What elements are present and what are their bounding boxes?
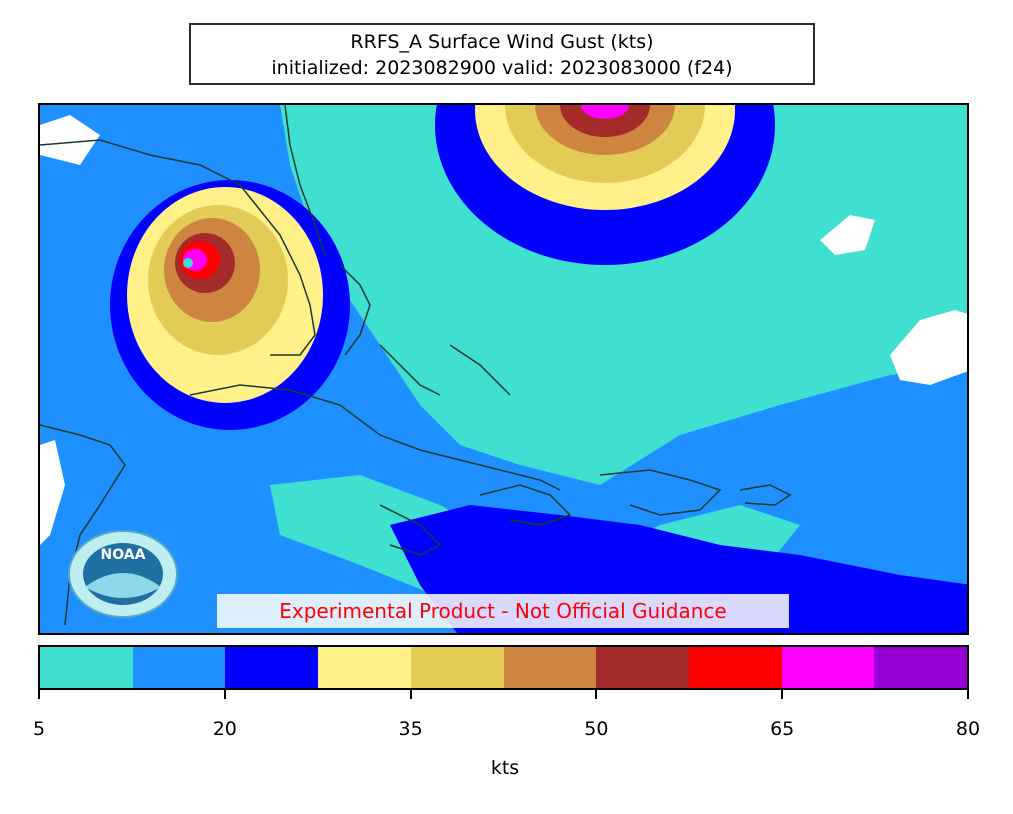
atlantic-storm-band-magenta [581, 105, 629, 119]
noaa-logo: NOAA [67, 529, 179, 623]
calm-patch-florida [40, 115, 100, 165]
colorbar-tick-label: 20 [212, 718, 237, 740]
noaa-logo-text: NOAA [101, 547, 146, 563]
atlantic-storm-band-brown [560, 105, 650, 137]
disclaimer-banner: Experimental Product - Not Official Guid… [217, 594, 789, 628]
colorbar-tick-label: 5 [32, 718, 46, 740]
colorbar-segment-3 [318, 647, 411, 688]
colorbar-tick-label: 65 [770, 718, 795, 740]
colorbar-tick [595, 690, 598, 699]
colorbar-segment-6 [596, 647, 689, 688]
colorbar-segment-4 [410, 647, 504, 688]
colorbar-tick-label: 80 [955, 718, 981, 740]
colorbar-segment-1 [132, 647, 226, 688]
calm-patch-west [40, 440, 65, 545]
map-title: RRFS_A Surface Wind Gust (kts) initializ… [189, 23, 815, 85]
colorbar-tick-label: 35 [398, 718, 423, 740]
atlantic-calm-region [420, 205, 967, 415]
calm-patch-east [890, 310, 967, 385]
calm-patch-northeast [820, 215, 875, 255]
colorbar-segment-8 [781, 647, 875, 688]
colorbar-tick [781, 690, 784, 699]
map-canvas [40, 105, 967, 633]
colorbar-tick-label: 50 [584, 718, 609, 740]
colorbar-unit-label: kts [490, 757, 520, 779]
colorbar-tick [223, 690, 226, 699]
colorbar-segment-9 [874, 647, 968, 688]
colorbar-segment-5 [503, 647, 597, 688]
colorbar [38, 645, 969, 690]
storm-eye [183, 258, 193, 268]
colorbar-segment-2 [225, 647, 319, 688]
title-line-2: initialized: 2023082900 valid: 202308300… [271, 57, 733, 79]
colorbar-tick [38, 690, 40, 699]
wind-gust-map [38, 103, 969, 635]
colorbar-tick [409, 690, 412, 699]
colorbar-tick [967, 690, 969, 699]
colorbar-segment-0 [40, 647, 133, 688]
title-line-1: RRFS_A Surface Wind Gust (kts) [350, 31, 654, 53]
colorbar-segment-7 [688, 647, 782, 688]
